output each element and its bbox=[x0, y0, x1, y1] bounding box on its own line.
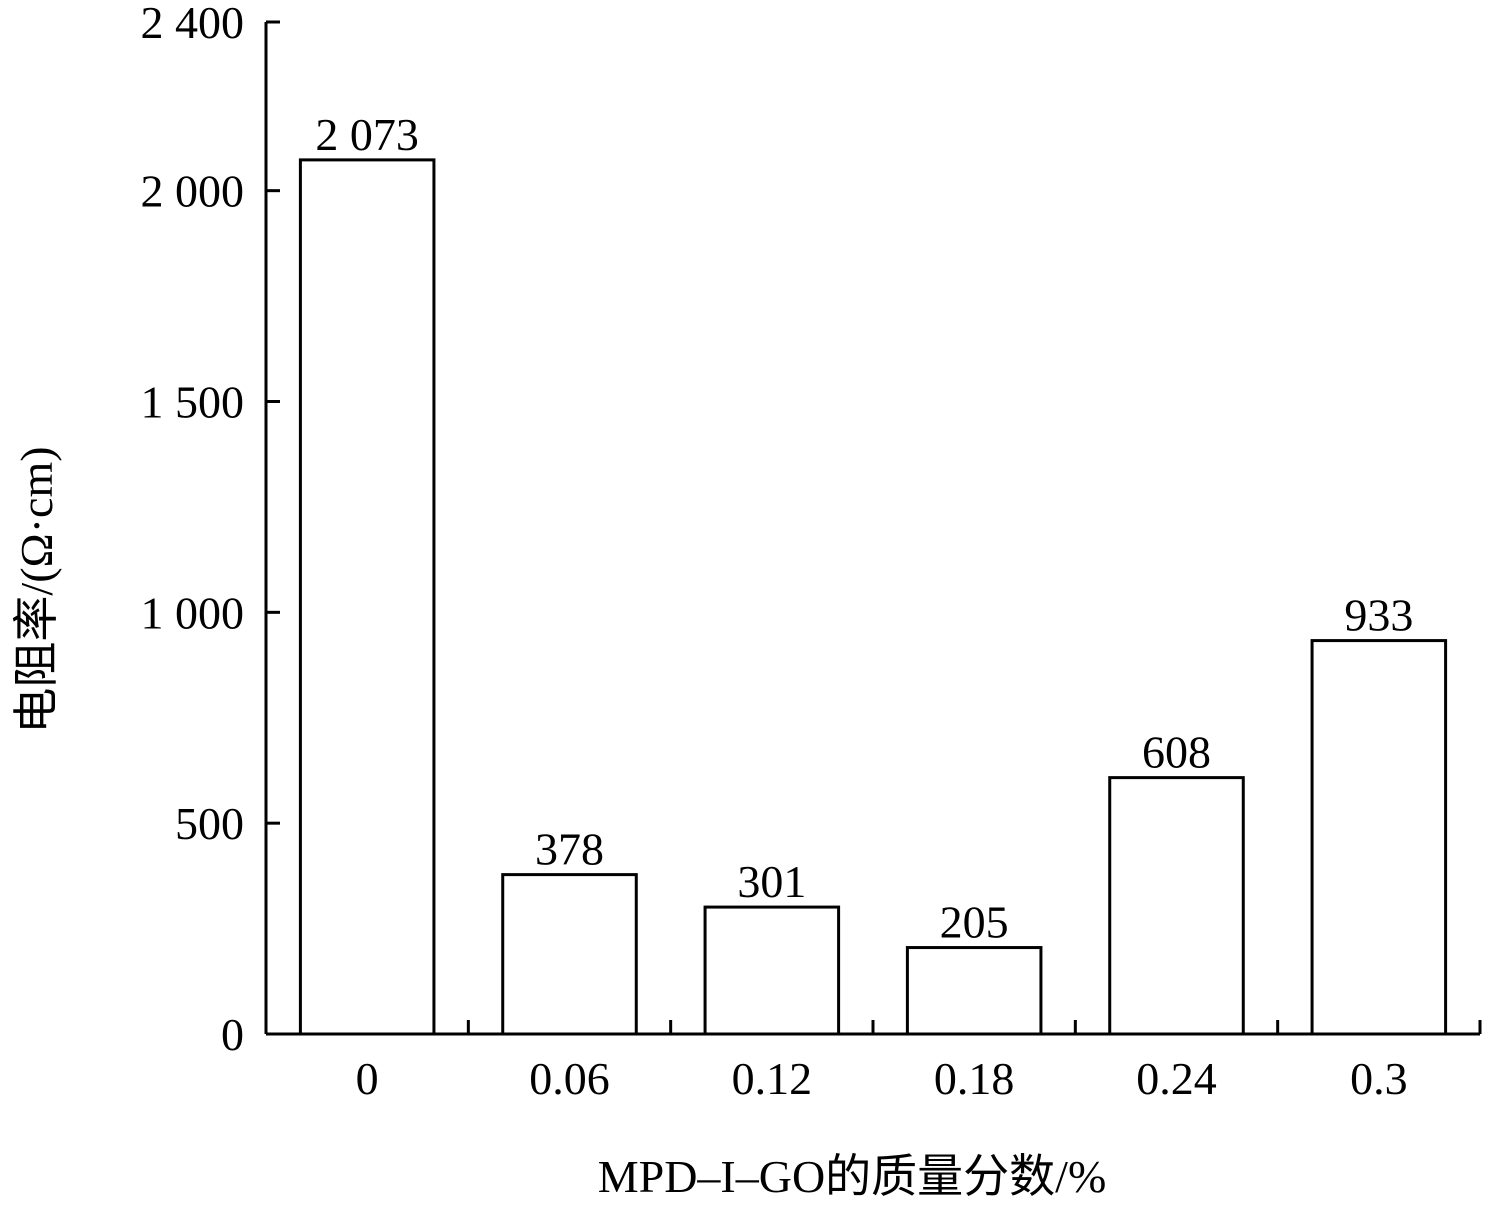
bar-value-label: 608 bbox=[1142, 727, 1211, 778]
x-tick-label: 0.3 bbox=[1350, 1053, 1408, 1104]
bar-value-label: 933 bbox=[1344, 590, 1413, 641]
bar bbox=[1310, 639, 1448, 1036]
y-axis-ticks: 0 500 1 000 1 500 2 000 2 400 bbox=[141, 0, 280, 1060]
bars-group: 2 073 378 301 205 608 933 bbox=[298, 109, 1448, 1036]
x-tick-label: 0.12 bbox=[732, 1053, 813, 1104]
x-tick-label: 0.24 bbox=[1136, 1053, 1217, 1104]
x-axis-title: MPD–I–GO的质量分数/% bbox=[598, 1151, 1107, 1202]
bar-value-label: 301 bbox=[737, 856, 806, 907]
bar-value-label: 205 bbox=[940, 897, 1009, 948]
x-axis-ticks: 0 0.06 0.12 0.18 0.24 0.3 bbox=[356, 1020, 1482, 1104]
bar bbox=[298, 158, 436, 1036]
y-tick-label: 1 500 bbox=[141, 377, 245, 428]
y-tick-label: 1 000 bbox=[141, 587, 245, 638]
bar-value-label: 2 073 bbox=[315, 109, 419, 160]
bar bbox=[703, 905, 841, 1036]
bar bbox=[501, 873, 638, 1036]
y-tick-label: 2 400 bbox=[141, 0, 245, 48]
y-axis-title: 电阻率/(Ω·cm) bbox=[11, 446, 62, 733]
bar-value-label: 378 bbox=[535, 824, 604, 875]
x-tick-label: 0 bbox=[356, 1053, 379, 1104]
x-tick-label: 0.06 bbox=[529, 1053, 610, 1104]
y-tick-label: 0 bbox=[221, 1009, 244, 1060]
bar bbox=[1108, 776, 1245, 1036]
bar bbox=[905, 946, 1043, 1036]
y-tick-label: 500 bbox=[175, 798, 244, 849]
x-tick-label: 0.18 bbox=[934, 1053, 1015, 1104]
y-tick-label: 2 000 bbox=[141, 166, 245, 217]
